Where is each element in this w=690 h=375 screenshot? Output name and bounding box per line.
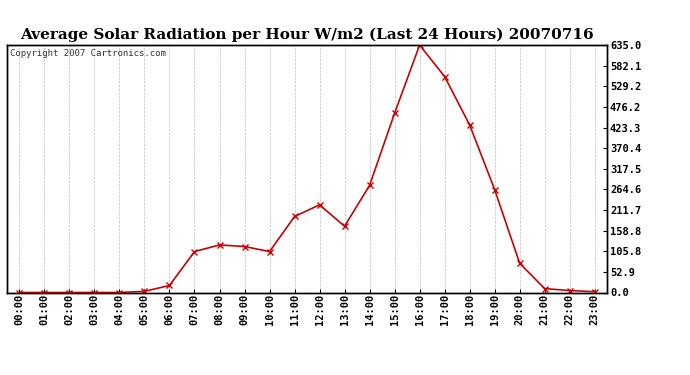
- Title: Average Solar Radiation per Hour W/m2 (Last 24 Hours) 20070716: Average Solar Radiation per Hour W/m2 (L…: [20, 28, 594, 42]
- Text: Copyright 2007 Cartronics.com: Copyright 2007 Cartronics.com: [10, 49, 166, 58]
